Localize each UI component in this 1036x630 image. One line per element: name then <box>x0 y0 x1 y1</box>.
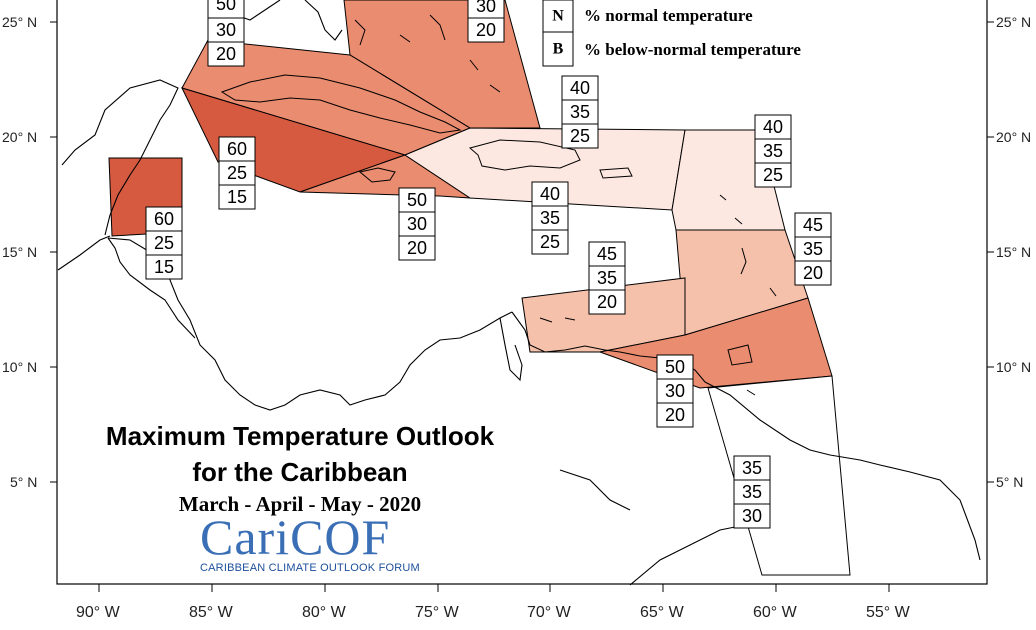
prob-value: 20 <box>476 20 496 40</box>
lat-label-right-20n: 20° N <box>996 129 1031 145</box>
probability-box-belize: 60 25 15 <box>145 206 183 280</box>
longitude-axis: 90° W 85° W 80° W 75° W 70° W 65° W 60° … <box>76 584 911 621</box>
prob-value: 35 <box>803 239 823 259</box>
prob-value: 30 <box>742 506 762 526</box>
prob-value: 30 <box>216 20 236 40</box>
prob-value: 40 <box>540 184 560 204</box>
lon-label-75w: 75° W <box>415 604 460 621</box>
lon-label-80w: 80° W <box>302 604 347 621</box>
prob-value: 30 <box>407 214 427 234</box>
lat-label-right-15n: 15° N <box>996 244 1031 260</box>
prob-value: 25 <box>540 232 560 252</box>
lat-label-25n: 25° N <box>2 14 37 30</box>
probability-box-bahamas-west: 50 30 20 <box>207 0 245 67</box>
title-block: Maximum Temperature Outlook for the Cari… <box>60 418 540 518</box>
prob-value: 35 <box>597 268 617 288</box>
legend-key-normal: N <box>552 8 564 25</box>
prob-value: 20 <box>597 292 617 312</box>
prob-value: 20 <box>665 405 685 425</box>
probability-box-jamaica-south: 50 30 20 <box>398 187 436 261</box>
prob-value: 40 <box>570 78 590 98</box>
probability-box-trinidad: 50 30 20 <box>656 354 694 428</box>
prob-value: 35 <box>742 482 762 502</box>
prob-value: 15 <box>227 187 247 207</box>
prob-value: 35 <box>570 102 590 122</box>
legend-text-normal: % normal temperature <box>584 6 753 25</box>
prob-value: 50 <box>216 0 236 14</box>
map-title-line1: Maximum Temperature Outlook <box>105 421 495 451</box>
lon-label-85w: 85° W <box>189 604 234 621</box>
prob-value: 20 <box>407 238 427 258</box>
probability-box-hispaniola-north: 40 35 25 <box>561 75 599 149</box>
prob-value: 30 <box>665 381 685 401</box>
lon-label-60w: 60° W <box>753 604 798 621</box>
prob-value: 20 <box>216 44 236 64</box>
prob-value: 50 <box>407 190 427 210</box>
logo-wordmark: CariCOF <box>200 509 391 565</box>
prob-value: 35 <box>763 141 783 161</box>
logo-tagline: CARIBBEAN CLIMATE OUTLOOK FORUM <box>200 562 420 574</box>
prob-value: 60 <box>154 209 174 229</box>
prob-value: 15 <box>154 257 174 277</box>
map-period: March - April - May - 2020 <box>178 492 422 516</box>
probability-box-abc-islands: 45 35 20 <box>588 241 626 315</box>
islands <box>220 14 777 396</box>
prob-value: 25 <box>763 165 783 185</box>
probability-box-cuba-jamaica: 60 25 15 <box>218 136 256 210</box>
legend-text-below: % below-normal temperature <box>584 40 801 59</box>
prob-value: 35 <box>742 458 762 478</box>
lat-label-10n: 10° N <box>2 359 37 375</box>
lat-label-20n: 20° N <box>2 129 37 145</box>
lon-label-70w: 70° W <box>527 604 572 621</box>
prob-value: 25 <box>154 233 174 253</box>
prob-value: 35 <box>540 208 560 228</box>
lat-label-right-5n: 5° N <box>996 474 1023 490</box>
lat-label-right-25n: 25° N <box>996 14 1031 30</box>
prob-value: 40 <box>763 117 783 137</box>
outlook-regions <box>108 0 851 576</box>
prob-value: 20 <box>803 263 823 283</box>
legend: N B % normal temperature % below-normal … <box>542 0 801 67</box>
map-title-line2: for the Caribbean <box>192 457 408 487</box>
lat-label-15n: 15° N <box>2 244 37 260</box>
probability-box-windward-islands: 45 35 20 <box>794 212 832 286</box>
lon-label-65w: 65° W <box>640 604 685 621</box>
legend-key-below: B <box>553 41 564 58</box>
lat-label-right-10n: 10° N <box>996 359 1031 375</box>
lon-label-90w: 90° W <box>76 604 121 621</box>
prob-value: 45 <box>803 215 823 235</box>
prob-value: 45 <box>597 244 617 264</box>
coastlines <box>57 0 981 586</box>
prob-value: 50 <box>665 357 685 377</box>
prob-value: 25 <box>570 126 590 146</box>
probability-box-hispaniola-south: 40 35 25 <box>531 181 569 255</box>
probability-box-guianas: 35 35 30 <box>733 455 771 529</box>
prob-value: 25 <box>227 163 247 183</box>
latitude-axis: 25° N 20° N 15° N 10° N 5° N 25° N 20° N… <box>2 14 1031 490</box>
prob-value: 30 <box>476 0 496 16</box>
probability-box-leeward-islands: 40 35 25 <box>754 114 792 188</box>
lat-label-5n: 5° N <box>10 474 37 490</box>
lon-label-55w: 55° W <box>866 604 911 621</box>
probability-box-bahamas-east: 30 20 <box>467 0 505 43</box>
prob-value: 60 <box>227 139 247 159</box>
caricof-logo: CariCOF CARIBBEAN CLIMATE OUTLOOK FORUM <box>200 509 436 574</box>
